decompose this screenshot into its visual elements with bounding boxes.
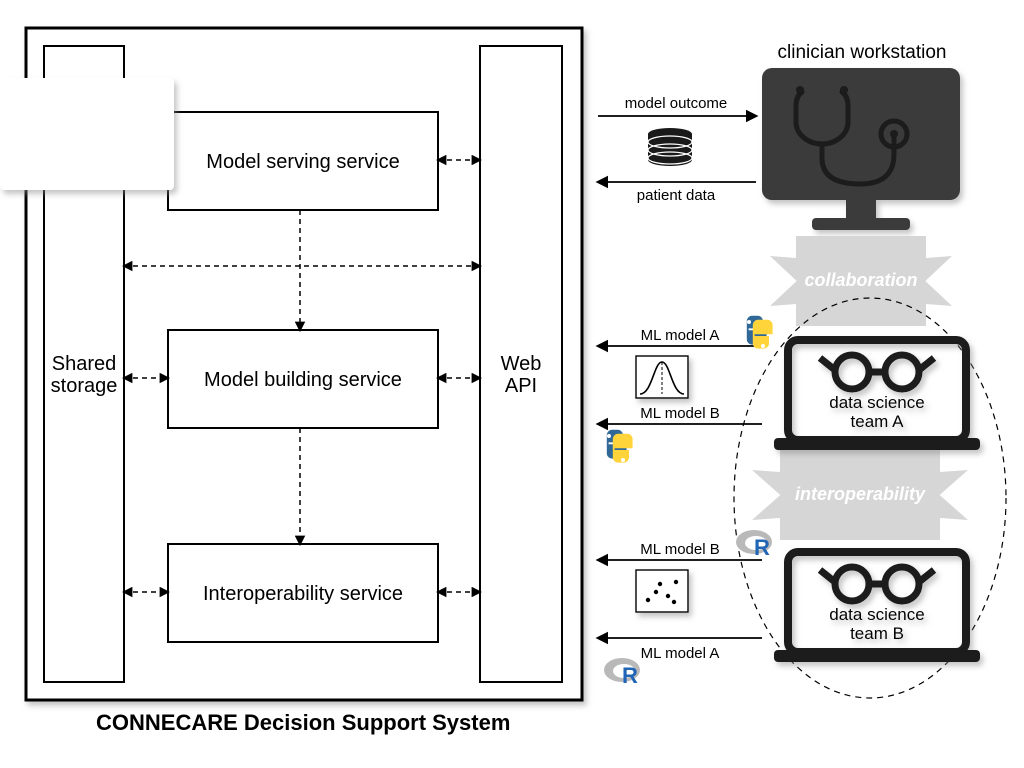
svg-text:Model serving service: Model serving service xyxy=(206,151,399,173)
web-api-label-1: Web xyxy=(501,353,542,375)
clinician-header: clinician workstation xyxy=(778,42,947,63)
svg-text:interoperability: interoperability xyxy=(795,484,926,504)
team-a-arrows: ML model A ML model B xyxy=(598,316,773,463)
team-b-laptop: data scienceteam B xyxy=(774,552,980,662)
glasses-icon xyxy=(820,567,934,601)
svg-text:Sharedstorage: Sharedstorage xyxy=(51,353,118,397)
svg-text:ML model A: ML model A xyxy=(641,645,720,662)
shared-storage-label-2: storage xyxy=(51,375,118,397)
python-icon xyxy=(607,430,633,463)
svg-text:Model building service: Model building service xyxy=(204,369,402,391)
svg-text:R: R xyxy=(622,663,638,688)
r-icon: R xyxy=(736,530,772,560)
team-b-arrows: ML model B ML model A R R xyxy=(598,530,772,688)
collaboration-banner: collaboration xyxy=(770,236,952,326)
svg-text:model outcome: model outcome xyxy=(625,95,728,112)
service-serving: Model serving service xyxy=(168,112,438,210)
svg-text:WebAPI: WebAPI xyxy=(501,353,542,397)
scatter-icon xyxy=(636,570,688,612)
glasses-icon xyxy=(820,355,934,389)
python-icon xyxy=(747,316,773,349)
svg-text:data scienceteam B: data scienceteam B xyxy=(829,605,924,643)
svg-text:data scienceteam A: data scienceteam A xyxy=(829,393,924,431)
svg-text:ML model B: ML model B xyxy=(640,541,719,558)
clinician-arrows: model outcome patient data xyxy=(598,95,756,204)
gaussian-icon xyxy=(636,356,688,398)
web-api-label-2: API xyxy=(505,375,537,397)
shared-storage-label-1: Shared xyxy=(52,353,117,375)
r-icon: R xyxy=(604,658,640,688)
svg-text:ML model A: ML model A xyxy=(641,327,720,344)
svg-text:Interoperability service: Interoperability service xyxy=(203,583,403,605)
svg-text:patient data: patient data xyxy=(637,187,716,204)
main-title: CONNECARE Decision Support System xyxy=(96,710,510,735)
svg-text:R: R xyxy=(754,535,770,560)
team-a-laptop: data scienceteam A xyxy=(774,340,980,450)
web-api-column: WebAPI xyxy=(480,46,562,682)
service-interop: Interoperability service xyxy=(168,544,438,642)
svg-text:ML model B: ML model B xyxy=(640,405,719,422)
svg-text:collaboration: collaboration xyxy=(804,270,917,290)
database-icon xyxy=(648,128,692,166)
interoperability-banner: interoperability xyxy=(752,450,968,540)
service-building: Model building service xyxy=(168,330,438,428)
